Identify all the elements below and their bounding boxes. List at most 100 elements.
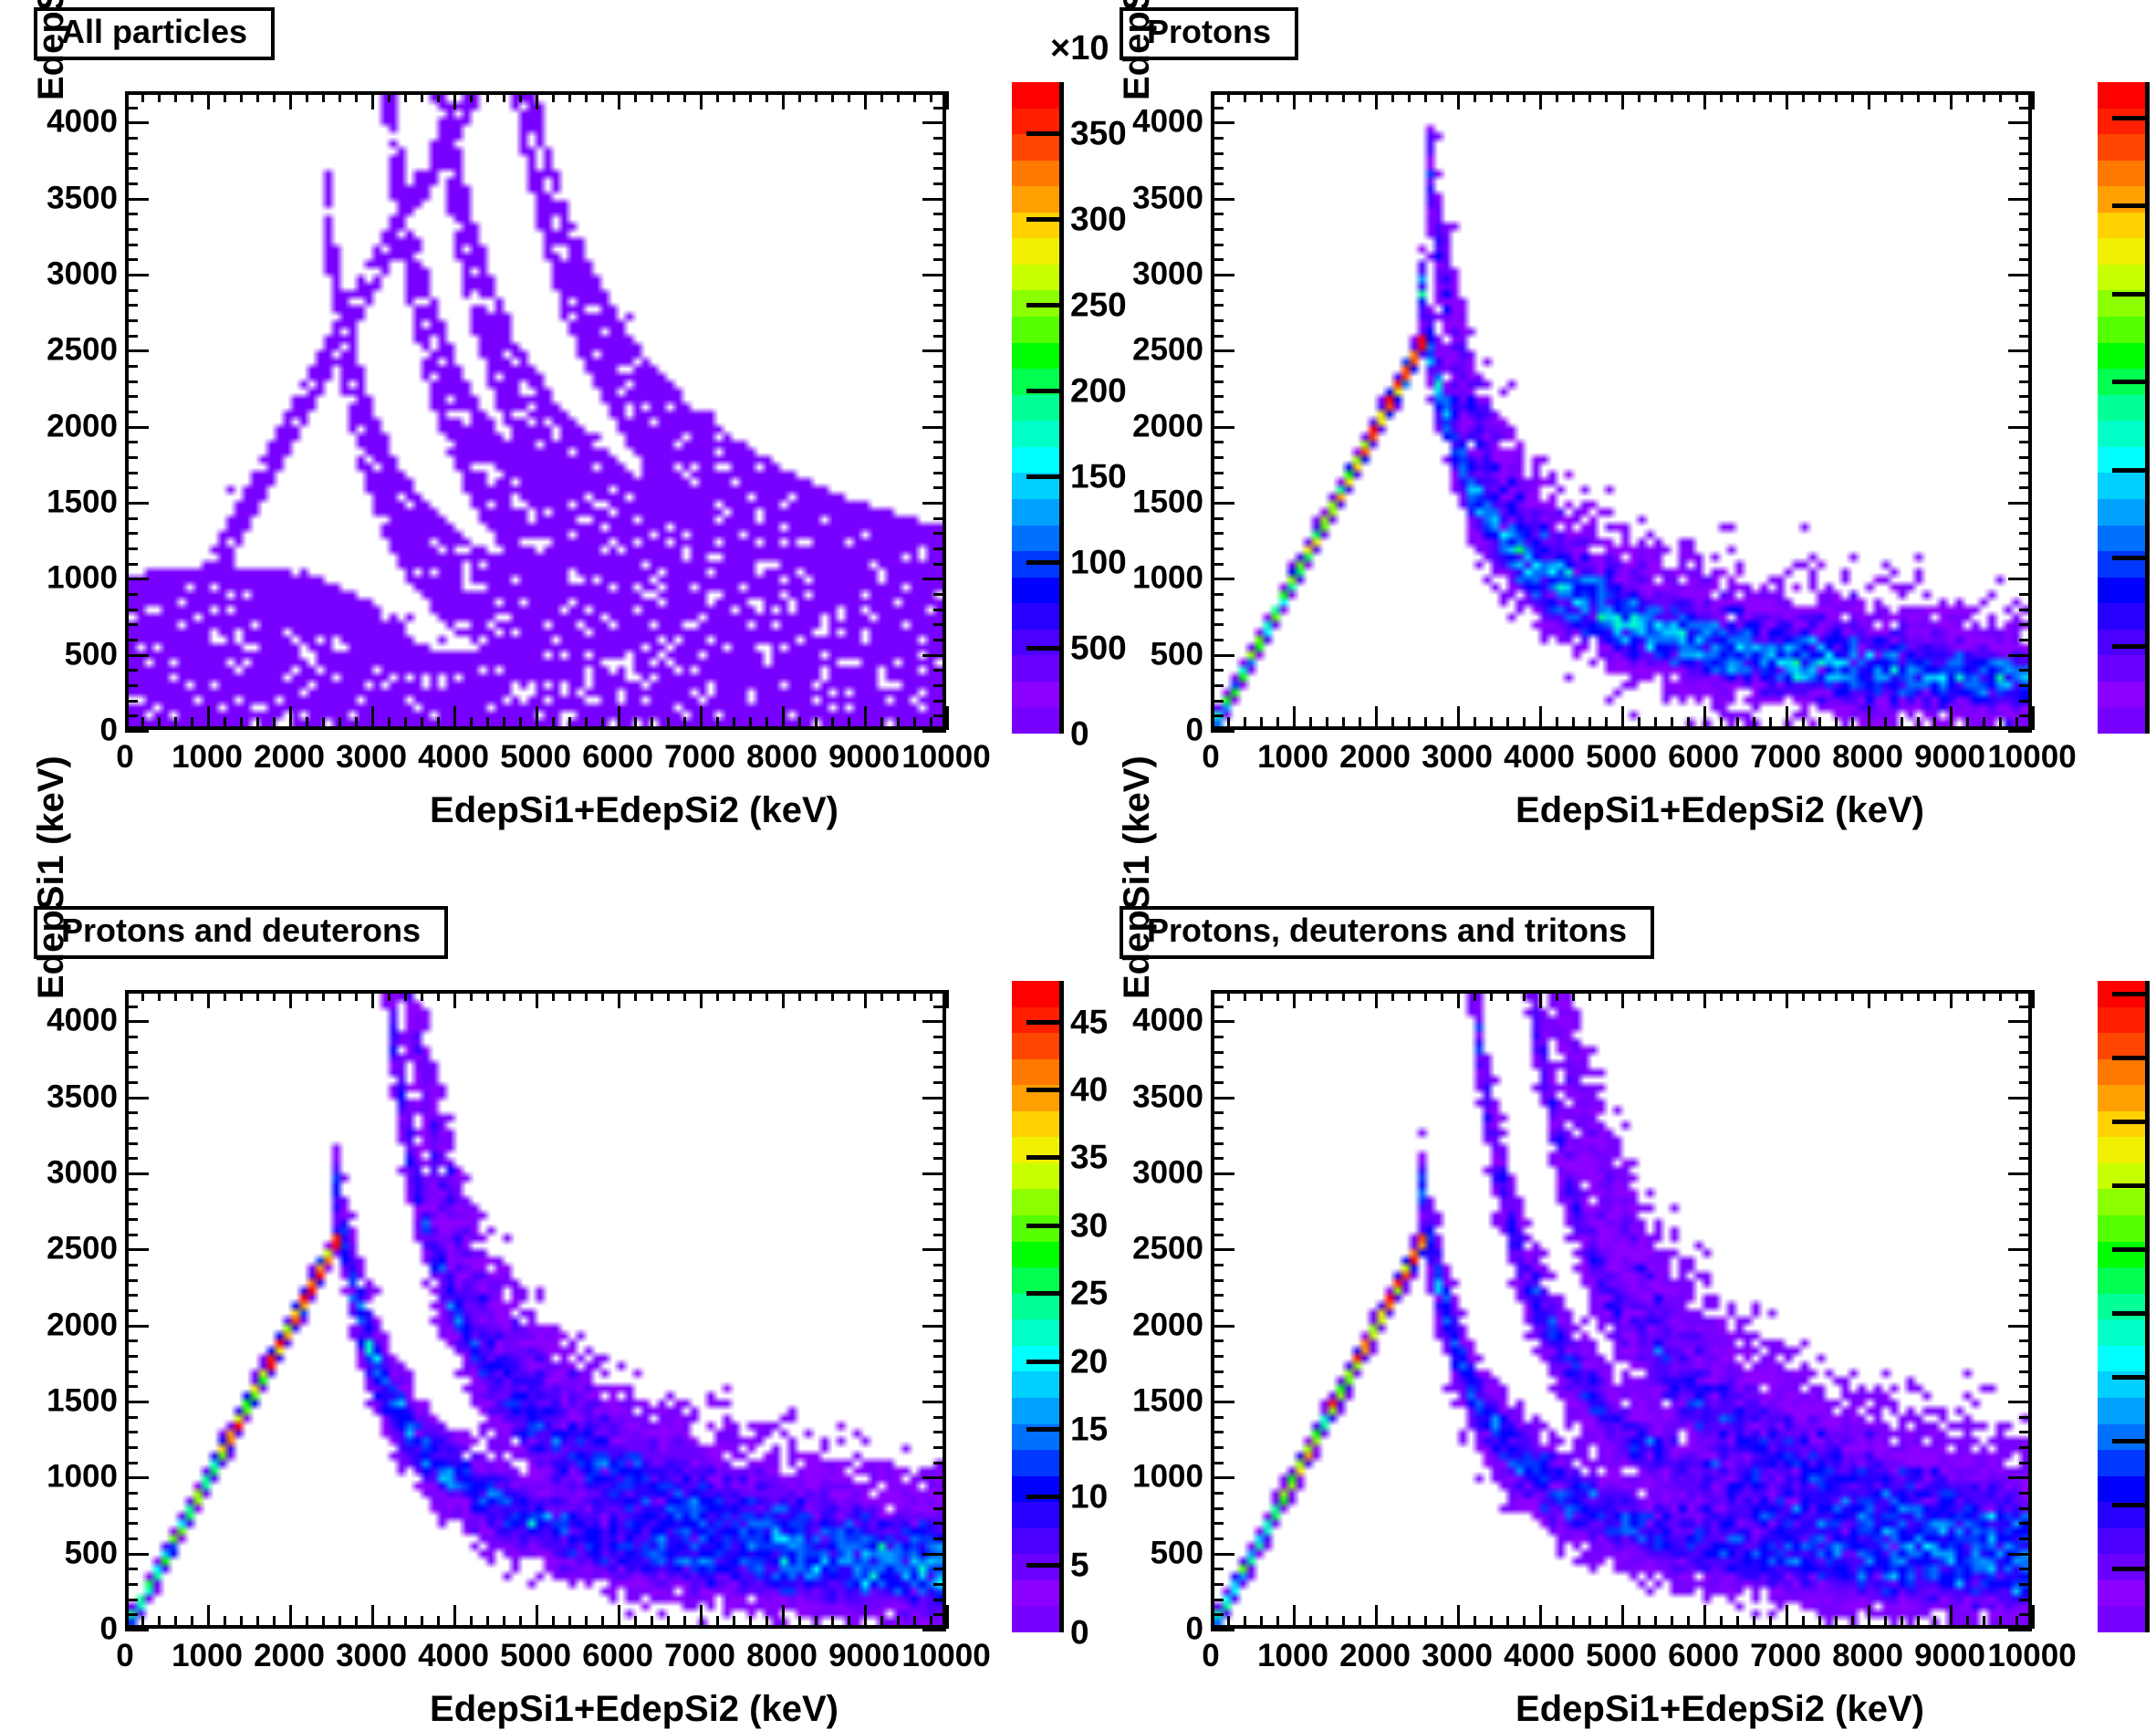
x-tick-top (585, 990, 588, 1001)
x-tick (125, 1605, 128, 1629)
y-tick-right (2008, 1096, 2032, 1099)
x-tick (355, 717, 358, 730)
x-tick-label: 5000 (500, 739, 571, 775)
color-band (1012, 1033, 1059, 1059)
x-tick-top (158, 91, 161, 102)
x-tick (1621, 706, 1624, 730)
x-tick-label: 10000 (901, 1638, 991, 1673)
y-tick-right (933, 1157, 946, 1161)
x-tick (1309, 717, 1312, 730)
color-band (1012, 603, 1059, 630)
color-axis-label: 15 (1070, 1410, 1109, 1448)
x-tick-label: 6000 (582, 739, 653, 775)
y-tick-right (2019, 1081, 2032, 1084)
x-tick-top (1786, 91, 1788, 109)
y-tick-right (933, 486, 946, 490)
x-tick (1720, 1616, 1723, 1629)
x-tick-top (1802, 91, 1805, 102)
y-tick-label: 2000 (1132, 1307, 1203, 1343)
x-tick-top (1851, 91, 1854, 102)
x-tick-top (749, 91, 752, 102)
y-tick-right (933, 1218, 946, 1221)
x-axis-title: EdepSi1+EdepSi2 (keV) (430, 1689, 838, 1729)
y-tick-right (2008, 730, 2032, 733)
x-tick (1868, 706, 1870, 730)
x-tick-top (1391, 990, 1394, 1001)
color-band (1012, 342, 1059, 370)
x-tick-top (503, 990, 505, 1001)
x-tick-top (1342, 990, 1345, 1001)
x-tick-top (651, 91, 653, 102)
y-tick (125, 1294, 138, 1298)
plot-frame (1211, 91, 2032, 730)
x-tick (815, 1616, 818, 1629)
panel-title: Protons, deuterons and tritons (1120, 906, 1655, 959)
x-tick-top (1276, 990, 1279, 1001)
x-tick-top (1950, 91, 1953, 109)
y-tick (125, 411, 138, 413)
y-axis-title: EdepSi1 (keV) (31, 0, 72, 100)
y-tick-label: 500 (64, 636, 118, 672)
plot-frame (125, 990, 946, 1629)
x-tick (256, 1616, 259, 1629)
x-tick (585, 717, 588, 730)
panel-title: Protons (1120, 7, 1299, 60)
y-tick (1211, 1187, 1224, 1191)
x-tick (1556, 717, 1558, 730)
y-tick (125, 1096, 149, 1099)
x-tick (930, 717, 932, 730)
x-tick-top (683, 91, 686, 102)
y-tick-right (922, 425, 946, 429)
x-tick (716, 717, 719, 730)
x-tick-top (1342, 91, 1345, 102)
x-tick (273, 1616, 276, 1629)
y-tick-label: 4000 (47, 103, 118, 140)
y-tick (125, 182, 138, 185)
y-tick-right (2019, 608, 2032, 611)
x-tick (1950, 706, 1953, 730)
x-tick-top (1671, 990, 1673, 1001)
x-tick-top (519, 990, 522, 1001)
y-tick-label: 2000 (47, 1307, 118, 1343)
x-tick-top (1211, 990, 1213, 1008)
color-scale-bar (2098, 980, 2145, 1632)
color-band (1012, 1579, 1059, 1607)
color-axis-tick (2112, 992, 2145, 996)
x-tick (1293, 1605, 1296, 1629)
x-tick-label: 1000 (1257, 739, 1328, 775)
y-tick (125, 1218, 138, 1221)
color-band (2098, 1606, 2145, 1632)
x-tick-top (1966, 91, 1969, 102)
y-tick (1211, 623, 1224, 627)
y-tick-right (933, 1309, 946, 1312)
y-tick-right (933, 1522, 946, 1526)
color-axis-line (2145, 82, 2150, 734)
color-band (1012, 498, 1059, 526)
x-tick-top (1474, 990, 1476, 1001)
color-band (1012, 108, 1059, 135)
y-tick (125, 1552, 149, 1556)
color-axis-tick (1026, 1495, 1059, 1500)
color-axis-label: 100 (1070, 543, 1127, 581)
x-tick-top (1260, 990, 1263, 1001)
color-band (1012, 1319, 1059, 1346)
color-axis-line (2145, 981, 2150, 1632)
x-tick-top (766, 990, 768, 1001)
x-tick (1342, 1616, 1345, 1629)
y-tick (125, 578, 149, 581)
x-tick (1490, 1616, 1493, 1629)
x-tick (486, 1616, 489, 1629)
y-tick (125, 1203, 138, 1206)
x-tick (1786, 1605, 1788, 1629)
y-tick-right (933, 1294, 946, 1298)
y-tick-right (933, 547, 946, 550)
x-tick (371, 1605, 374, 1629)
color-band (1012, 577, 1059, 604)
y-tick-right (933, 1370, 946, 1373)
y-tick-right (933, 380, 946, 383)
x-tick-top (815, 990, 818, 1001)
color-band (1012, 1502, 1059, 1528)
color-axis-label: 250 (1070, 286, 1127, 324)
x-tick (1523, 717, 1526, 730)
y-tick-right (933, 304, 946, 307)
